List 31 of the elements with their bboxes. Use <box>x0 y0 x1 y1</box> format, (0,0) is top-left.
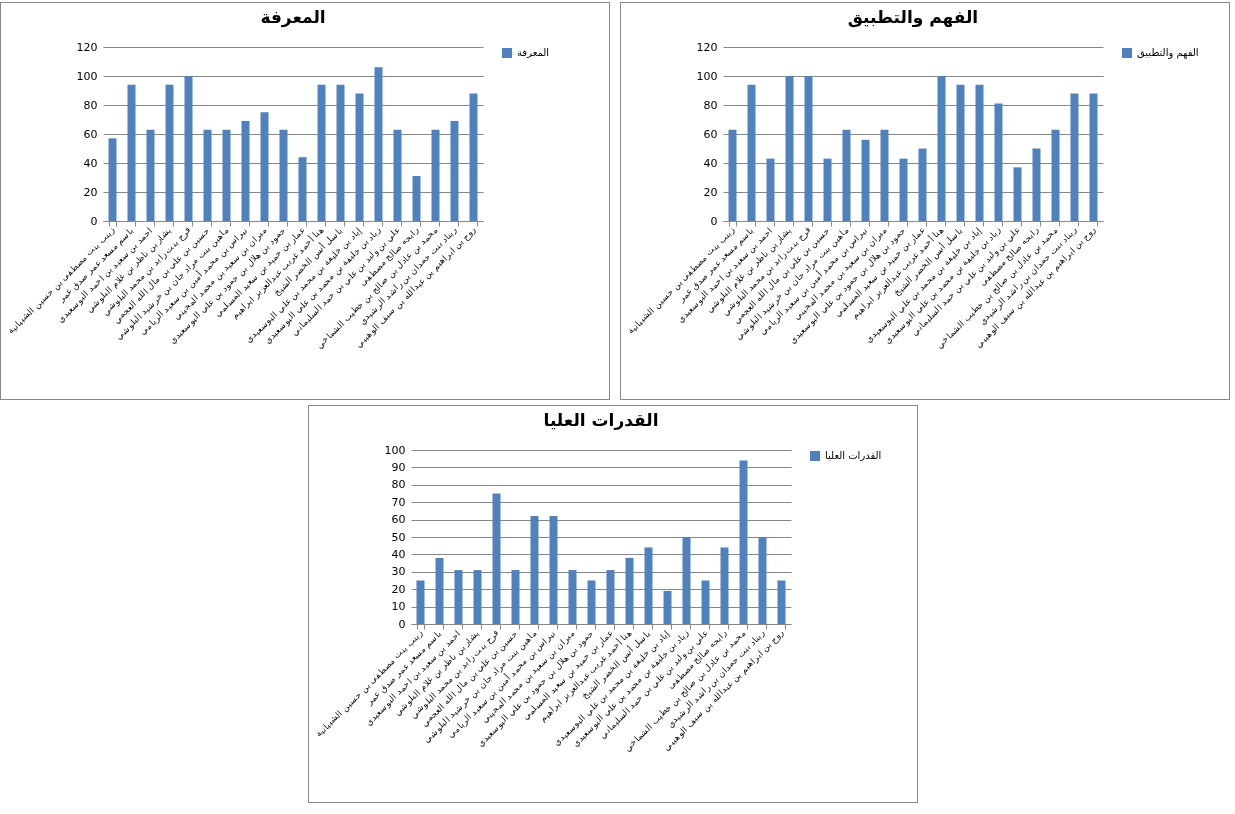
y-tick-label: 30 <box>391 565 406 579</box>
y-tick-label: 80 <box>391 478 406 492</box>
y-tick-label: 100 <box>696 69 718 83</box>
y-tick-label: 10 <box>391 600 406 614</box>
y-tick-label: 40 <box>391 547 406 561</box>
chart-title: المعرفة <box>260 7 326 28</box>
y-tick-label: 100 <box>384 443 406 457</box>
legend-label: القدرات العليا <box>825 450 882 461</box>
y-tick-label: 60 <box>391 513 406 527</box>
y-tick-label: 100 <box>76 69 98 83</box>
y-tick-label: 50 <box>391 530 406 544</box>
legend-label: الفهم والتطبيق <box>1137 47 1199 59</box>
y-tick-label: 0 <box>398 617 406 631</box>
y-tick-label: 20 <box>83 185 98 199</box>
y-tick-label: 70 <box>391 495 406 509</box>
y-tick-label: 120 <box>76 40 98 54</box>
y-tick-label: 80 <box>703 98 718 112</box>
y-tick-label: 60 <box>83 127 98 141</box>
chart-title: الفهم والتطبيق <box>847 7 979 28</box>
y-tick-label: 120 <box>696 40 718 54</box>
y-tick-label: 0 <box>90 214 98 228</box>
y-tick-label: 90 <box>391 460 406 474</box>
y-tick-label: 40 <box>703 156 718 170</box>
y-tick-label: 20 <box>703 185 718 199</box>
y-tick-label: 80 <box>83 98 98 112</box>
y-tick-label: 60 <box>703 127 718 141</box>
y-tick-label: 20 <box>391 582 406 596</box>
legend-label: المعرفة <box>517 47 550 58</box>
y-tick-label: 0 <box>710 214 718 228</box>
chart-title: القدرات العليا <box>543 410 659 430</box>
y-tick-label: 40 <box>83 156 98 170</box>
